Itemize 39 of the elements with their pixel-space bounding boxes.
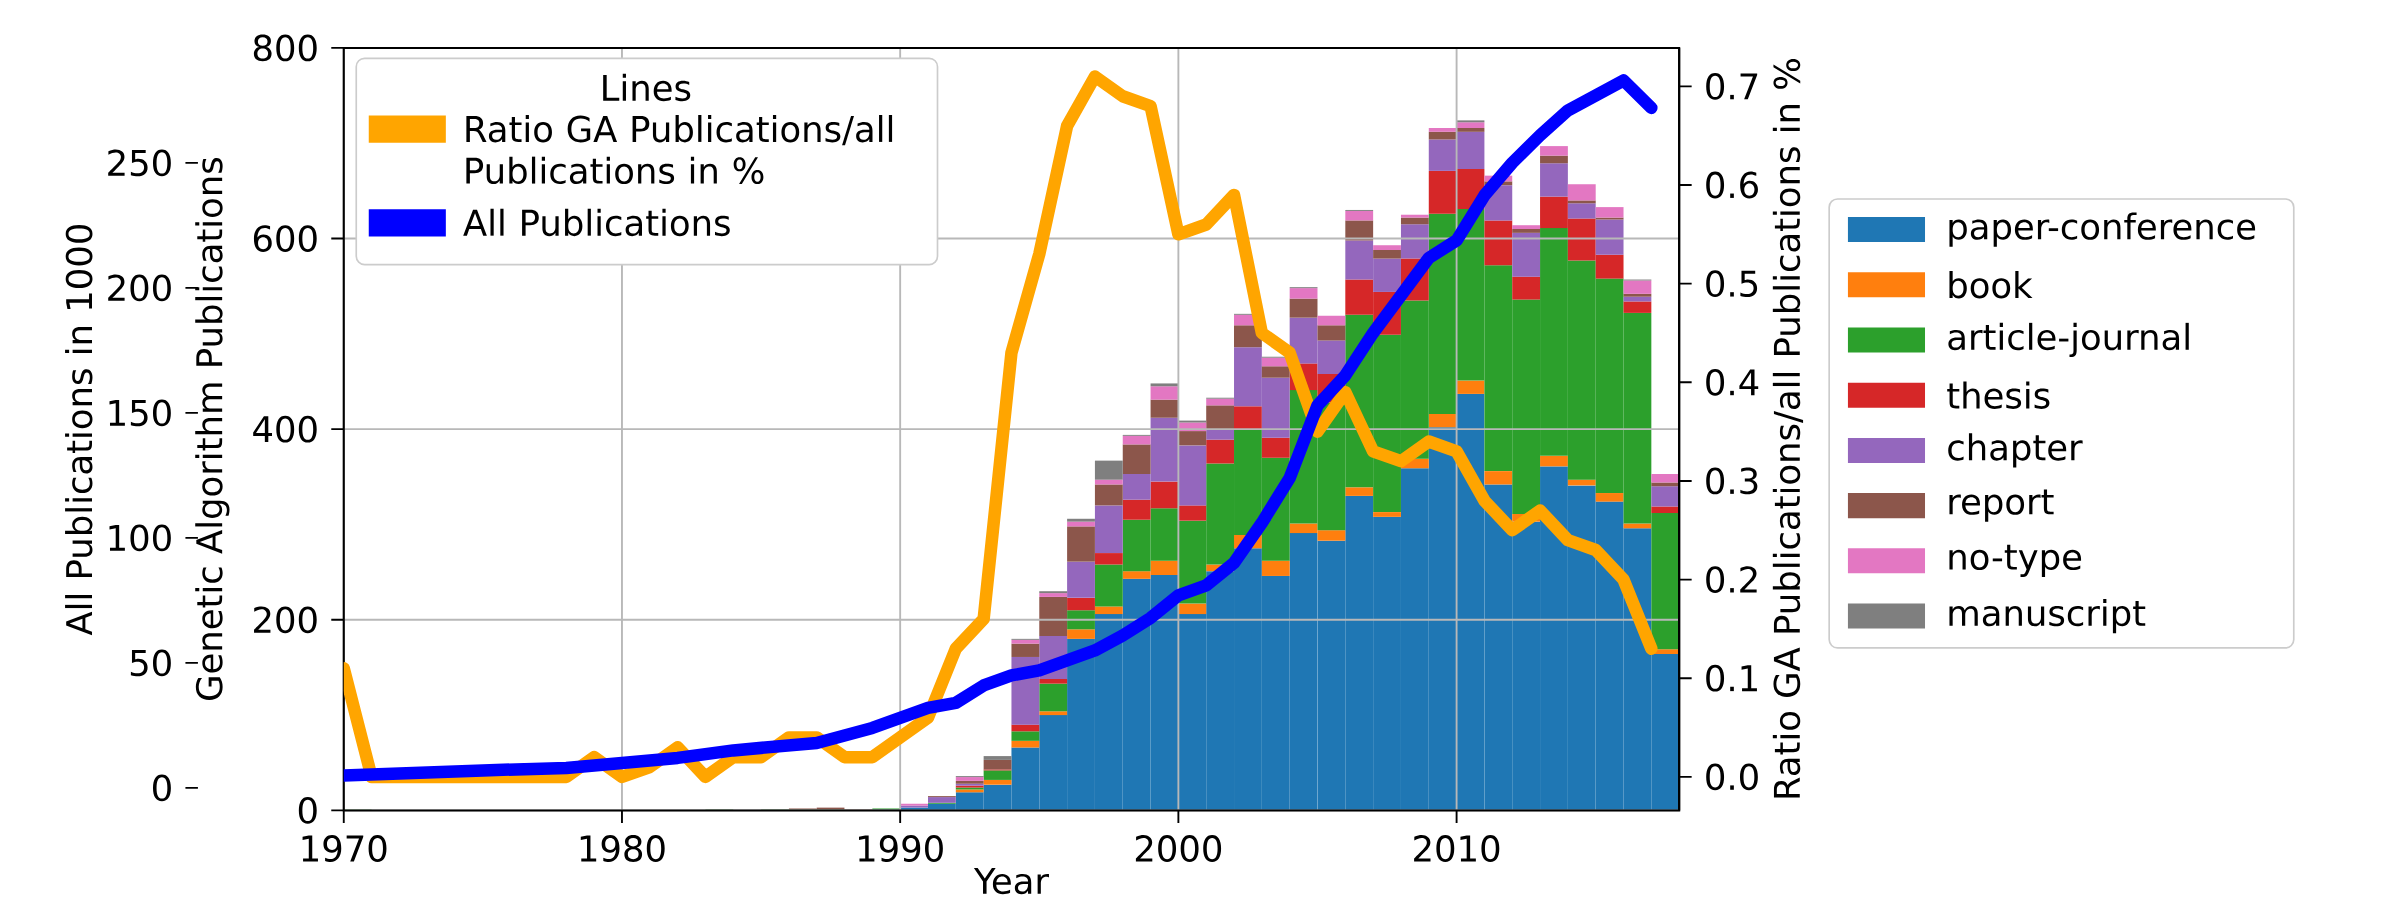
- y3-tick-label: 0: [153, 774, 171, 802]
- x-tick-label: 1990: [859, 835, 943, 862]
- y2-tick-label: 0.4: [1706, 368, 1759, 396]
- y-tick-label: 800: [253, 34, 317, 62]
- x-tick-label: 1970: [302, 835, 387, 862]
- y2-tick-label: 0.6: [1706, 171, 1758, 199]
- y2-axis-title: Ratio GA Publications/all Publications in %: [1772, 59, 1804, 798]
- legend-label: book: [1949, 271, 2033, 299]
- y2-tick-label: 0.1: [1706, 664, 1757, 692]
- y3-tick-label: 50: [130, 649, 171, 677]
- y3-tick-label: 200: [108, 274, 171, 302]
- x-axis-title: Year: [973, 867, 1049, 895]
- legend-label: manuscript: [1949, 598, 2146, 634]
- legend-label: Ratio GA Publications/all Publications in %: [466, 114, 893, 185]
- legend-label: report: [1949, 489, 2054, 522]
- y-tick-label: 400: [253, 415, 317, 443]
- legend-label: All Publications: [463, 208, 730, 237]
- y-tick-label: 0: [298, 797, 317, 824]
- y2-tick-label: 0.5: [1706, 270, 1758, 298]
- legend-label: thesis: [1947, 381, 2050, 409]
- y2-tick-label: 0.0: [1706, 763, 1758, 791]
- x-tick-label: 1980: [580, 835, 665, 862]
- legend-label: no-type: [1949, 544, 2082, 577]
- legend-label: chapter: [1948, 433, 2083, 468]
- y2-tick-label: 0.3: [1706, 467, 1758, 495]
- y2-tick-label: 0.2: [1706, 566, 1757, 593]
- x-tick-label: 2000: [1135, 835, 1222, 862]
- y3-tick-label: 100: [109, 524, 171, 552]
- legend-label: article-journal: [1948, 322, 2189, 358]
- y-tick-label: 200: [254, 606, 317, 634]
- y3-axis-title: All Publications in 1000: [65, 225, 93, 636]
- legend-title: Lines: [603, 73, 691, 102]
- y3-tick-label: 250: [108, 149, 171, 177]
- legend-label: paper-conference: [1949, 212, 2256, 247]
- y-tick-label: 600: [253, 225, 317, 252]
- y2-tick-label: 0.7: [1706, 72, 1758, 100]
- y-axis-title: Genetic Algorithm Publications: [195, 158, 230, 700]
- x-tick-label: 2010: [1414, 835, 1500, 862]
- y3-tick-label: 150: [109, 399, 171, 427]
